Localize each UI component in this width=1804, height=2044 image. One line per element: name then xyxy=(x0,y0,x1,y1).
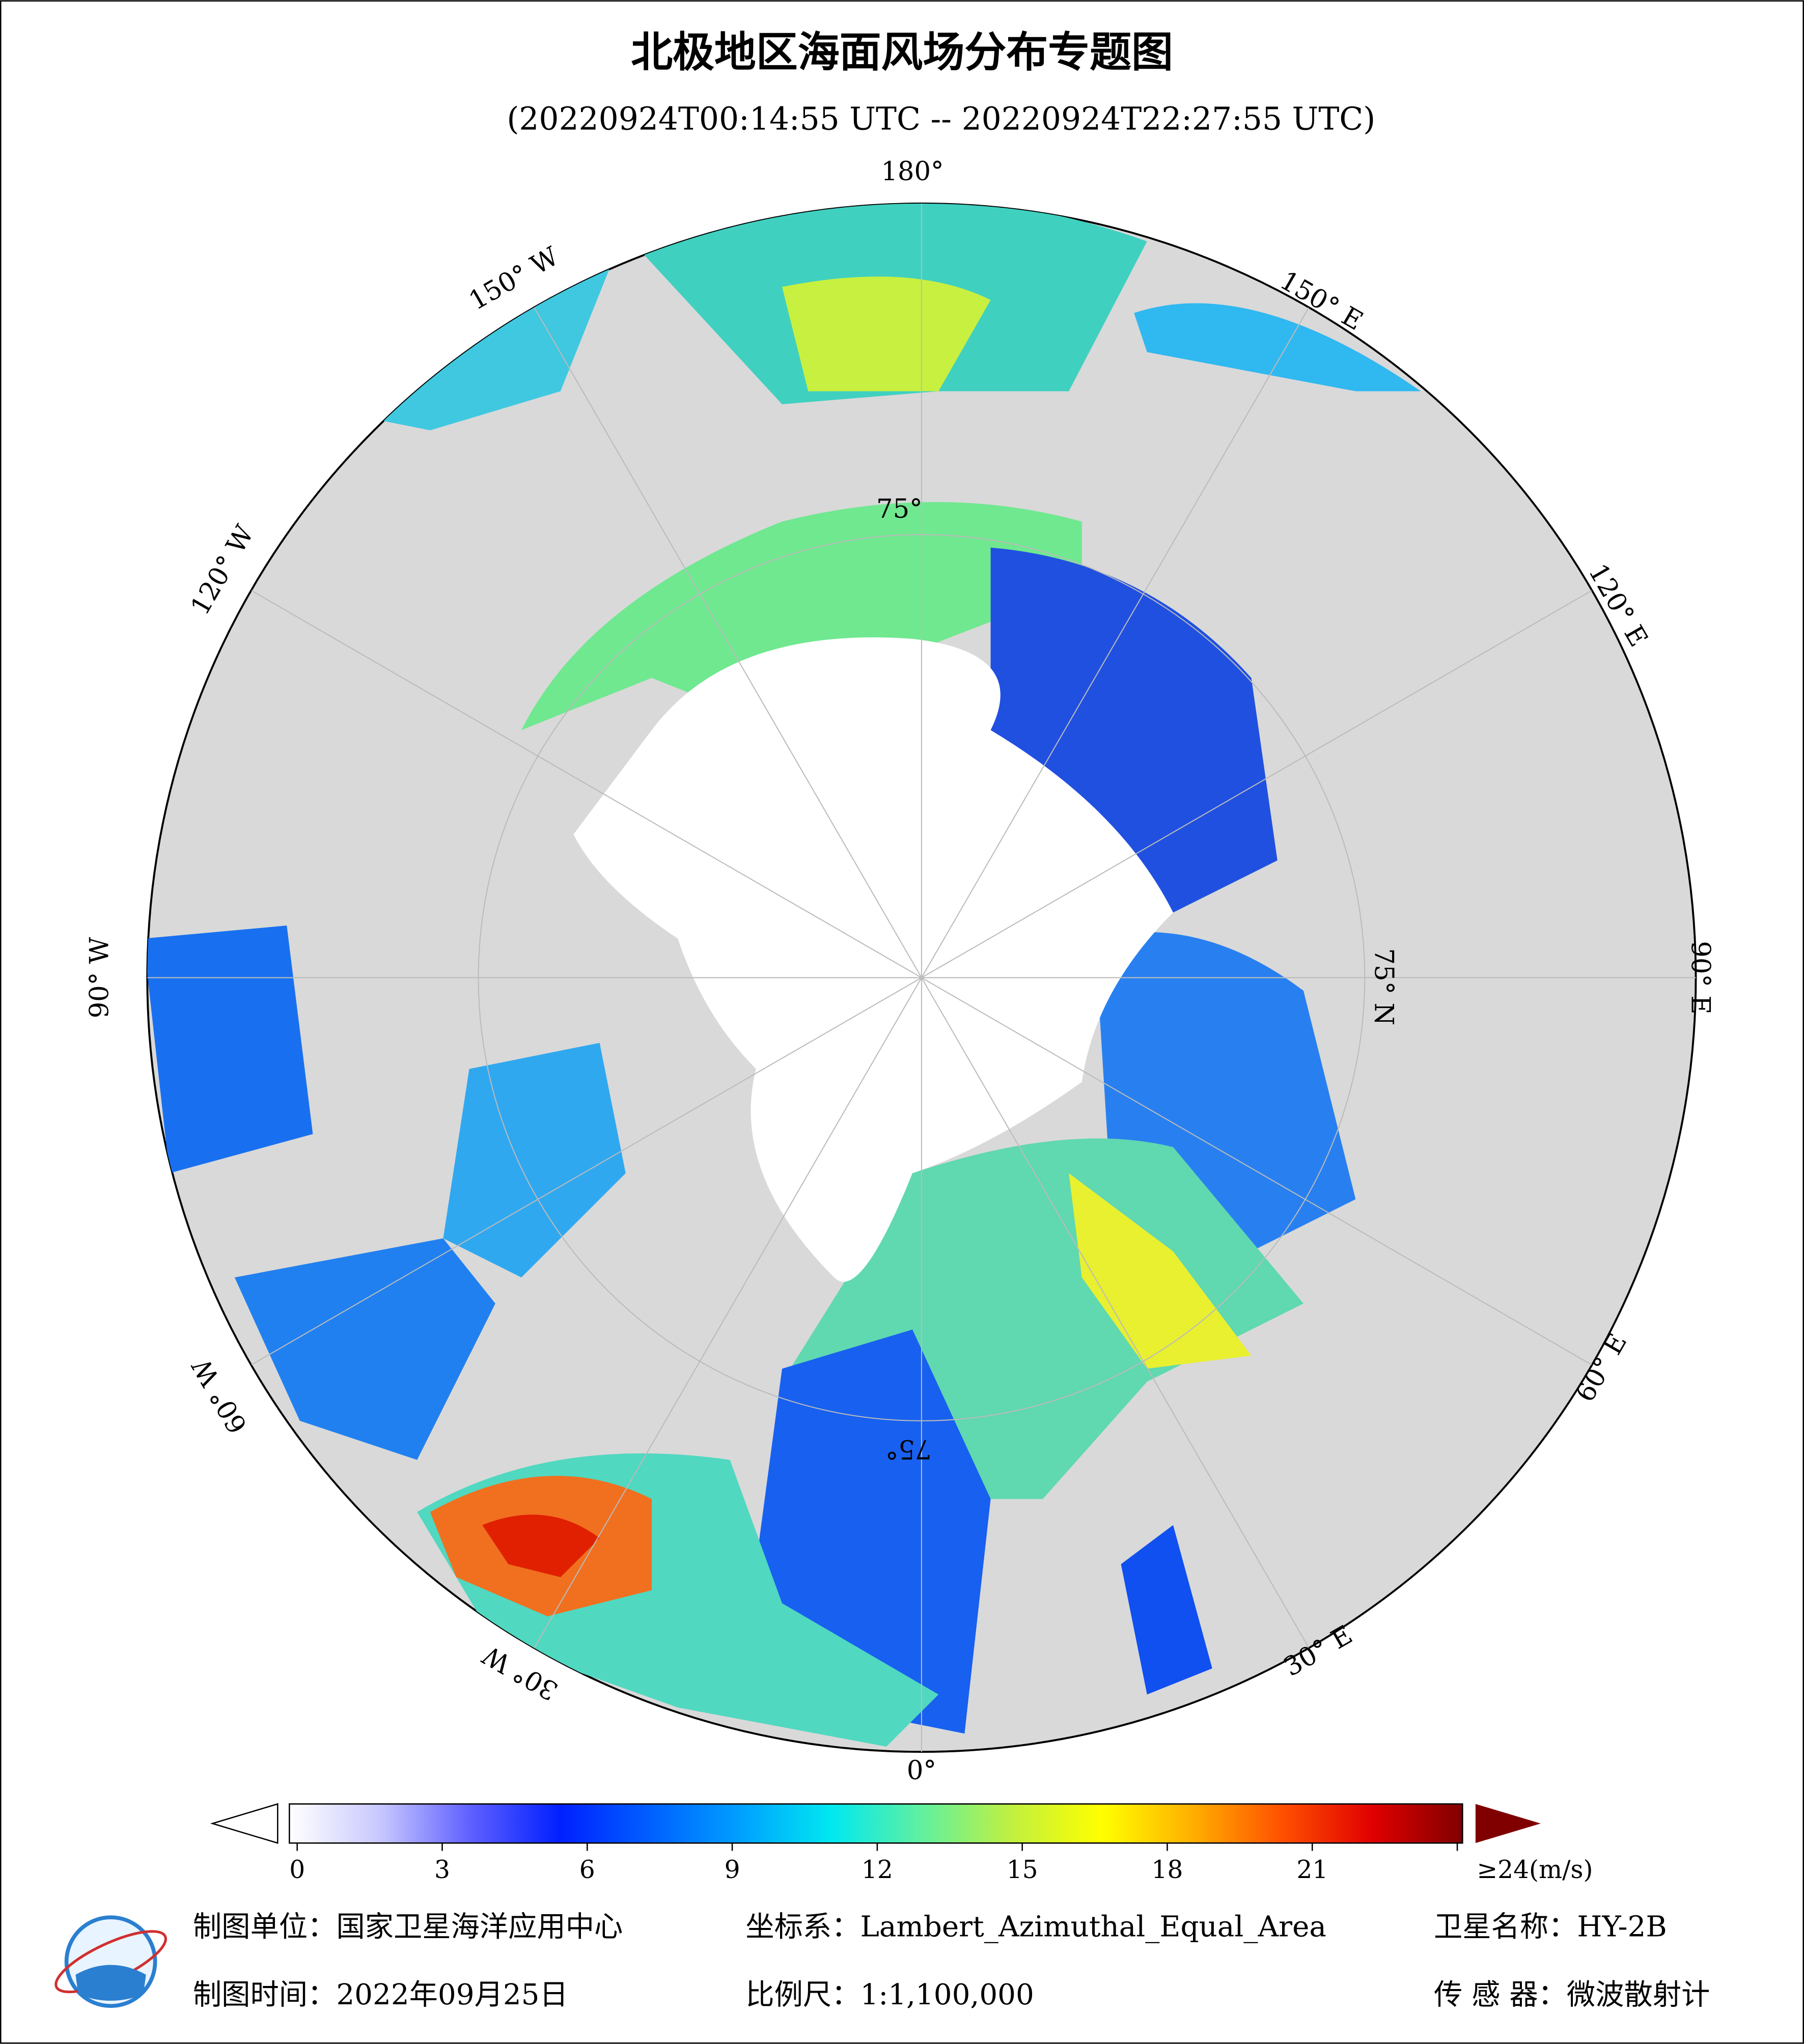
colorbar-tick-label: 15 xyxy=(1007,1856,1038,1884)
footer-sensor: 传 感 器：微波散射计 xyxy=(1434,1978,1710,2011)
colorbar-tick-label: 9 xyxy=(725,1856,740,1884)
graticule-label: 90° E xyxy=(1685,941,1716,1014)
colorbar-tick-label: 12 xyxy=(862,1856,893,1884)
footer-date: 制图时间：2022年09月25日 xyxy=(193,1978,568,2011)
colorbar-tick-label: 18 xyxy=(1152,1856,1183,1884)
ocean xyxy=(443,1043,626,1278)
colorbar-tick-label: 21 xyxy=(1296,1856,1328,1884)
ocean xyxy=(521,502,1082,731)
ocean xyxy=(990,547,1278,913)
ocean xyxy=(1121,1525,1212,1695)
footer-unit: 制图单位：国家卫星海洋应用中心 xyxy=(193,1911,623,1944)
logo xyxy=(54,1915,167,2008)
colorbar-tick-label: 3 xyxy=(434,1856,450,1884)
colorbar-low-arrow xyxy=(210,1803,279,1844)
colorbar-tick-label: ≥24(m/s) xyxy=(1477,1856,1593,1884)
graticule-label: 90° W xyxy=(85,937,115,1018)
graticule-label: 180° xyxy=(881,156,943,187)
graticule-label: 75° xyxy=(885,1434,932,1464)
graticule xyxy=(147,203,1696,1752)
graticule-label: 75° xyxy=(876,494,923,524)
colorbar: 0 3 6 9 12 15 18 21 ≥24(m/s) xyxy=(210,1803,1593,1884)
graticule-label: 0° xyxy=(907,1755,936,1786)
colorbar-bar xyxy=(289,1803,1463,1844)
ocean xyxy=(365,261,613,431)
ocean xyxy=(1134,303,1421,391)
ocean xyxy=(782,276,991,391)
colorbar-tick-label: 0 xyxy=(289,1856,305,1884)
ocean xyxy=(234,1238,495,1460)
ocean xyxy=(482,1515,600,1578)
ocean xyxy=(1069,1173,1252,1369)
footer-projection: 坐标系：Lambert_Azimuthal_Equal_Area xyxy=(745,1911,1326,1944)
map xyxy=(146,202,1697,1753)
ocean xyxy=(147,926,313,1173)
colorbar-tick-label: 6 xyxy=(579,1856,595,1884)
sea-ice xyxy=(573,637,1173,1282)
wind-field xyxy=(147,203,1421,1747)
graticule-label: 75° N xyxy=(1369,948,1399,1025)
colorbar-high-arrow xyxy=(1475,1804,1541,1843)
subtitle: (20220924T00:14:55 UTC -- 20220924T22:27… xyxy=(507,101,1375,137)
footer-satellite: 卫星名称：HY-2B xyxy=(1434,1911,1667,1944)
footer-scale: 比例尺：1:1,100,000 xyxy=(745,1978,1034,2011)
title: 北极地区海面风场分布专题图 xyxy=(631,28,1173,76)
